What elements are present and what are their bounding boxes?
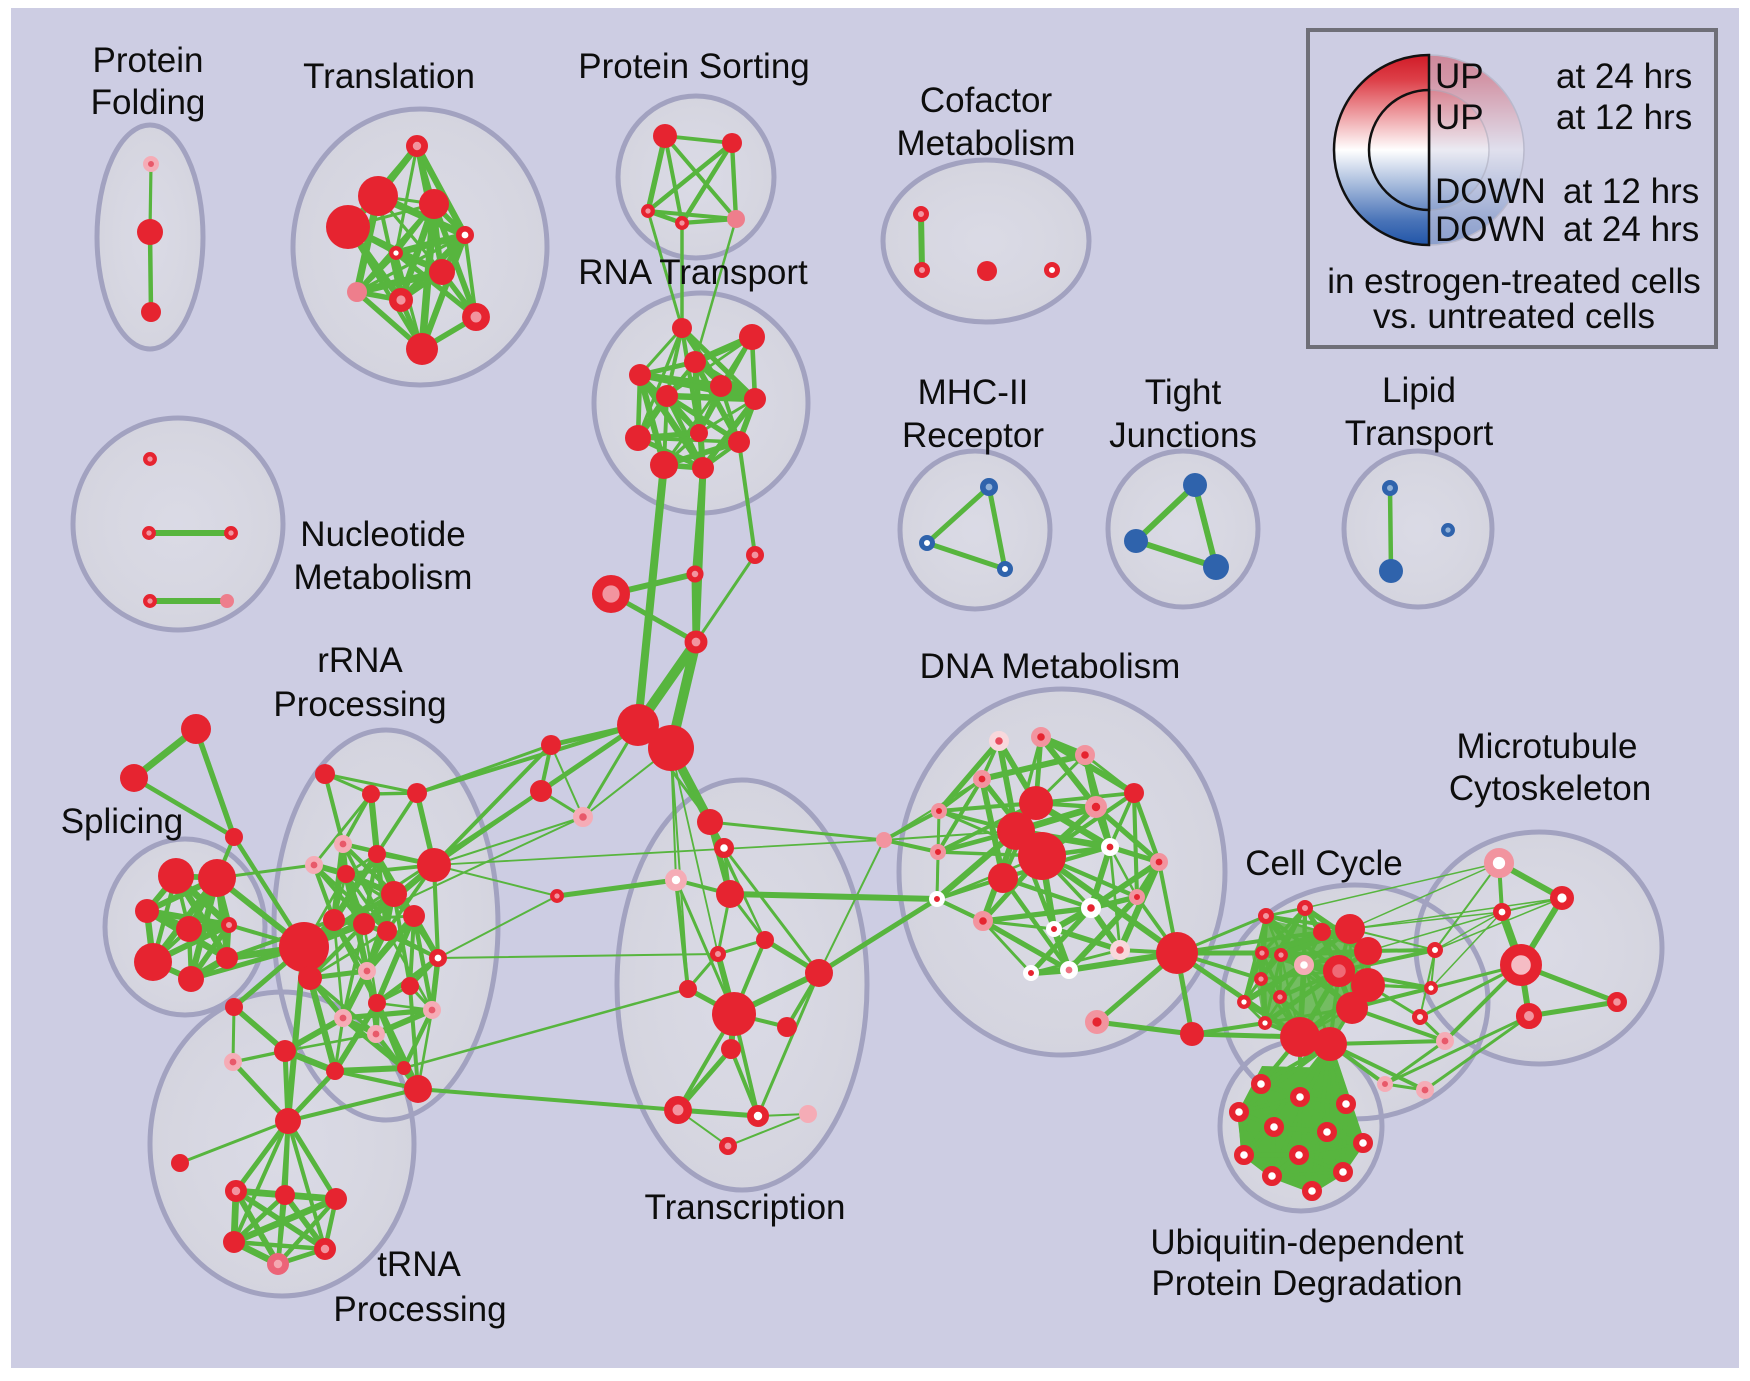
svg-text:UP: UP [1435, 57, 1484, 96]
svg-text:Processing: Processing [273, 685, 446, 724]
svg-text:Tight: Tight [1145, 373, 1222, 412]
svg-text:at 12 hrs: at 12 hrs [1563, 172, 1699, 211]
svg-text:Lipid: Lipid [1382, 371, 1456, 410]
svg-text:Protein Sorting: Protein Sorting [578, 47, 810, 86]
svg-text:Translation: Translation [303, 57, 475, 96]
svg-text:Metabolism: Metabolism [294, 558, 473, 597]
svg-text:Microtubule: Microtubule [1457, 727, 1638, 766]
svg-text:Folding: Folding [91, 83, 206, 122]
svg-text:at 12 hrs: at 12 hrs [1556, 98, 1692, 137]
svg-text:tRNA: tRNA [377, 1245, 461, 1284]
svg-text:Junctions: Junctions [1109, 416, 1257, 455]
svg-text:Receptor: Receptor [902, 416, 1044, 455]
svg-text:Protein Degradation: Protein Degradation [1151, 1264, 1462, 1303]
svg-text:at 24 hrs: at 24 hrs [1556, 57, 1692, 96]
svg-text:RNA Transport: RNA Transport [578, 253, 808, 292]
svg-text:DOWN: DOWN [1435, 210, 1546, 249]
svg-text:DOWN: DOWN [1435, 172, 1546, 211]
svg-text:Cofactor: Cofactor [920, 81, 1053, 120]
svg-text:Protein: Protein [93, 41, 204, 80]
svg-text:MHC-II: MHC-II [918, 373, 1029, 412]
svg-text:in estrogen-treated cells: in estrogen-treated cells [1327, 262, 1701, 301]
svg-text:Metabolism: Metabolism [897, 124, 1076, 163]
svg-text:Splicing: Splicing [61, 802, 184, 841]
svg-text:Ubiquitin-dependent: Ubiquitin-dependent [1150, 1223, 1464, 1262]
svg-text:DNA Metabolism: DNA Metabolism [920, 647, 1181, 686]
svg-text:Transcription: Transcription [645, 1188, 846, 1227]
svg-text:Nucleotide: Nucleotide [300, 515, 465, 554]
svg-text:Cytoskeleton: Cytoskeleton [1449, 769, 1651, 808]
svg-text:Transport: Transport [1345, 414, 1494, 453]
svg-text:Cell Cycle: Cell Cycle [1245, 844, 1403, 883]
svg-text:at 24 hrs: at 24 hrs [1563, 210, 1699, 249]
svg-text:Processing: Processing [333, 1290, 506, 1329]
svg-text:vs. untreated cells: vs. untreated cells [1373, 297, 1655, 336]
svg-text:rRNA: rRNA [317, 641, 403, 680]
svg-text:UP: UP [1435, 98, 1484, 137]
